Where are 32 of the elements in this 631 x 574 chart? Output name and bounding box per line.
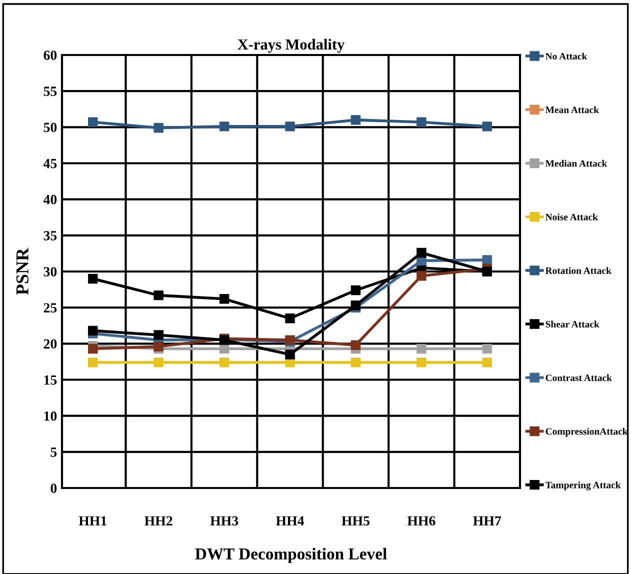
x-axis-title: DWT Decomposition Level xyxy=(195,548,387,563)
x-tick-label: HH4 xyxy=(276,516,304,526)
legend-label: Tampering Attack xyxy=(545,481,621,490)
x-tick-label: HH3 xyxy=(210,516,238,526)
x-tick-label: HH7 xyxy=(473,516,502,526)
legend-label: CompressionAttack xyxy=(546,428,628,437)
legend-label: Contrast Attack xyxy=(546,374,612,382)
y-tick-label: 35 xyxy=(44,231,57,240)
x-tick-label: HH1 xyxy=(78,516,106,526)
chart-title: X-rays Modality xyxy=(238,38,345,53)
y-tick-label: 30 xyxy=(44,267,57,276)
legend-label: Shear Attack xyxy=(546,320,600,328)
legend-label: No Attack xyxy=(545,52,588,60)
y-tick-label: 10 xyxy=(44,411,57,421)
legend-label: Mean Attack xyxy=(545,106,599,114)
x-tick-label: HH6 xyxy=(407,516,436,526)
legend-label: Median Attack xyxy=(545,160,608,167)
y-tick-label: 55 xyxy=(44,86,57,96)
y-tick-label: 15 xyxy=(44,375,57,385)
y-tick-label: 60 xyxy=(44,50,57,60)
y-tick-label: 0 xyxy=(50,484,57,493)
x-tick-label: HH5 xyxy=(342,516,370,526)
y-tick-label: 5 xyxy=(50,448,57,457)
x-tick-label: HH2 xyxy=(144,516,172,526)
legend-label: Rotation Attack xyxy=(545,267,612,274)
y-axis-title: PSNR xyxy=(16,248,28,295)
y-tick-label: 40 xyxy=(43,194,57,204)
y-tick-label: 50 xyxy=(44,122,57,132)
y-tick-label: 25 xyxy=(44,303,57,313)
legend-label: Noise Attack xyxy=(545,213,598,220)
y-tick-label: 20 xyxy=(44,339,57,349)
y-tick-label: 45 xyxy=(43,158,57,168)
